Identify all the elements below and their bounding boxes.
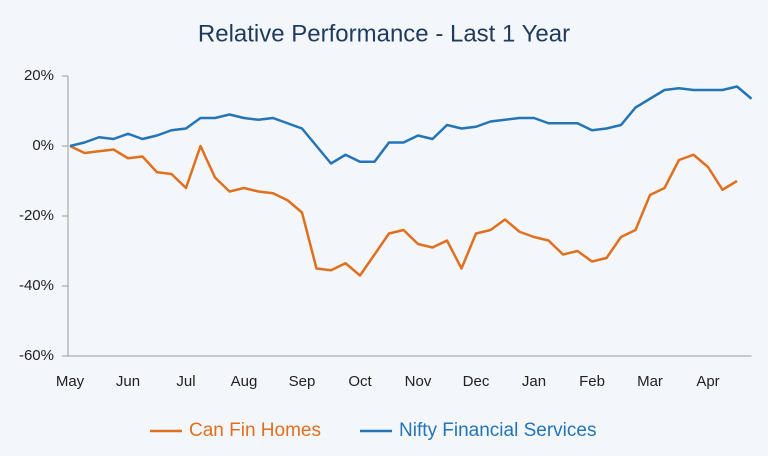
y-tick-label: 0% xyxy=(32,137,54,154)
series-line xyxy=(69,144,738,277)
x-tick-label: Sep xyxy=(289,373,316,390)
x-tick-label: Feb xyxy=(579,373,605,390)
x-tick-label: Jul xyxy=(176,373,195,390)
y-tick-label: -60% xyxy=(19,347,54,364)
y-tick-label: 20% xyxy=(24,67,54,84)
x-tick-label: May xyxy=(56,373,85,390)
x-tick-label: Jun xyxy=(116,373,140,390)
legend-label: Can Fin Homes xyxy=(189,420,321,441)
y-tick-label: -20% xyxy=(19,207,54,224)
x-tick-label: Nov xyxy=(405,373,432,390)
legend-label: Nifty Financial Services xyxy=(399,420,596,441)
x-tick-label: Jan xyxy=(522,373,546,390)
x-tick-label: Oct xyxy=(348,373,372,390)
x-tick-label: Aug xyxy=(231,373,258,390)
x-tick-label: Mar xyxy=(637,373,663,390)
series-line xyxy=(69,85,753,165)
chart-title: Relative Performance - Last 1 Year xyxy=(198,20,570,47)
x-tick-label: Apr xyxy=(696,373,719,390)
y-tick-label: -40% xyxy=(19,277,54,294)
x-tick-label: Dec xyxy=(463,373,490,390)
